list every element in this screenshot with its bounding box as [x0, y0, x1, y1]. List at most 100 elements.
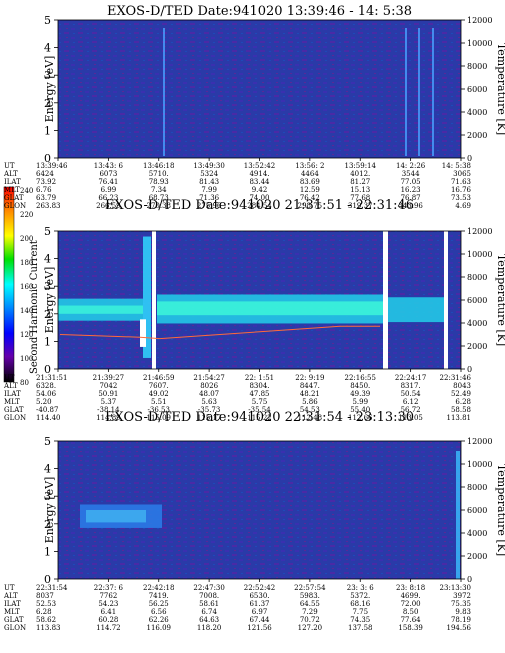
table-cell: 22:42:18 — [143, 584, 174, 592]
y2-tick-label: 6000 — [467, 506, 487, 515]
panel-1: EXOS-D/TED Date:941020 13:39:46 - 14: 5:… — [3, 4, 505, 210]
table-cell: 4914. — [249, 170, 269, 178]
table-cell: 7419. — [149, 592, 169, 600]
table-row-label: ILAT — [4, 600, 21, 608]
table-cell: 8.50 — [403, 608, 419, 616]
table-cell: 12.59 — [300, 186, 320, 194]
y-tick-label: 2 — [44, 518, 51, 531]
y2-tick-label: 6000 — [467, 85, 487, 94]
table-cell: 5.20 — [36, 398, 52, 406]
table-cell: 8037 — [36, 592, 54, 600]
table-cell: 113.83 — [36, 624, 61, 632]
table-cell: 21:31:51 — [36, 374, 67, 382]
colorbar-gradient — [3, 186, 15, 383]
table-cell: 63.79 — [36, 194, 56, 202]
panel-2: EXOS-D/TED Date:941020 21:31:51 - 22:31:… — [3, 198, 505, 422]
table-cell: 22:57:54 — [294, 584, 326, 592]
table-cell: 343.96 — [398, 202, 423, 210]
table-row-label: MLT — [4, 608, 20, 616]
table-cell: 54.53 — [300, 406, 320, 414]
y2-tick-label: 4000 — [467, 108, 487, 117]
table-cell: 113.05 — [398, 414, 423, 422]
table-cell: 9.83 — [455, 608, 471, 616]
table-cell: 22:16:55 — [345, 374, 376, 382]
table-cell: 54.23 — [98, 600, 118, 608]
y-axis-label: Energy [eV] — [43, 56, 56, 123]
table-cell: 23: 3: 6 — [347, 584, 375, 592]
table-cell: 8043 — [453, 382, 471, 390]
table-cell: 16.76 — [451, 186, 472, 194]
table-row-label: ALT — [3, 382, 18, 390]
table-cell: 7042 — [99, 382, 117, 390]
table-cell: 6.76 — [36, 186, 52, 194]
table-cell: 266.59 — [96, 202, 121, 210]
table-row-label: ILAT — [4, 390, 21, 398]
table-row-label: GLAT — [4, 194, 24, 202]
table-cell: 6.41 — [101, 608, 117, 616]
table-cell: 7.75 — [352, 608, 368, 616]
table-cell: 77.64 — [401, 616, 422, 624]
table-cell: 8026 — [200, 382, 218, 390]
y-tick-label: 5 — [44, 435, 51, 448]
table-cell: 23: 8:18 — [396, 584, 425, 592]
y-axis-label: Energy [eV] — [43, 477, 56, 544]
table-row-label: GLON — [4, 202, 26, 210]
y2-tick-label: 12000 — [467, 437, 492, 446]
table-cell: 270.38 — [147, 202, 172, 210]
table-cell: 13:39:46 — [36, 162, 68, 170]
heatmap-streak — [456, 451, 460, 579]
table-cell: 83.44 — [249, 178, 270, 186]
table-cell: 77.68 — [350, 194, 370, 202]
heatmap-streak — [163, 28, 165, 156]
table-cell: 8304. — [249, 382, 269, 390]
y2-tick-label: 10000 — [467, 250, 492, 259]
table-cell: 113.81 — [447, 414, 472, 422]
table-cell: 115.22 — [247, 414, 272, 422]
table-cell: 298.75 — [298, 202, 323, 210]
table-row-label: GLON — [4, 414, 26, 422]
y-tick-label: 5 — [44, 225, 51, 238]
table-cell: 5.99 — [352, 398, 368, 406]
table-cell: -35.54 — [248, 406, 271, 414]
table-cell: 4699. — [401, 592, 421, 600]
y2-tick-label: 10000 — [467, 39, 492, 48]
colorbar-tick-label: 80 — [20, 379, 29, 387]
colorbar-tick-label: 240 — [20, 187, 33, 195]
y2-tick-label: 4000 — [467, 529, 487, 538]
table-cell: 21:46:59 — [143, 374, 174, 382]
table-cell: 22:37: 6 — [94, 584, 124, 592]
y-tick-label: 1 — [44, 545, 51, 558]
y-tick-label: 4 — [44, 253, 51, 266]
table-cell: 83.69 — [300, 178, 320, 186]
table-cell: 13:52:42 — [244, 162, 275, 170]
table-cell: 8317. — [401, 382, 421, 390]
y-tick-label: 2 — [44, 97, 51, 110]
gap-marker — [140, 319, 146, 347]
table-cell: 127.20 — [298, 624, 323, 632]
table-cell: 49.39 — [350, 390, 370, 398]
table-cell: 73.53 — [451, 194, 471, 202]
y2-tick-label: 8000 — [467, 62, 487, 71]
y2-tick-label: 4000 — [467, 319, 487, 328]
heatmap-streak — [418, 28, 420, 156]
table-row-label: ALT — [3, 170, 18, 178]
table-cell: 7762 — [99, 592, 117, 600]
plasma-band-core — [157, 301, 383, 316]
table-cell: 68.73 — [149, 194, 169, 202]
y-tick-label: 3 — [44, 280, 51, 293]
table-cell: 319.37 — [348, 202, 373, 210]
table-cell: 22:24:17 — [395, 374, 426, 382]
table-cell: 4.69 — [455, 202, 471, 210]
table-cell: 74.35 — [350, 616, 370, 624]
table-cell: 48.21 — [300, 390, 320, 398]
table-cell: 22:52:42 — [244, 584, 275, 592]
table-cell: 50.91 — [98, 390, 118, 398]
table-cell: 6530. — [249, 592, 269, 600]
table-cell: 13:59:14 — [345, 162, 377, 170]
table-cell: 4012. — [350, 170, 370, 178]
table-cell: 275.96 — [197, 202, 222, 210]
table-cell: 50.54 — [401, 390, 422, 398]
table-cell: 66.23 — [98, 194, 118, 202]
table-cell: 23:13:30 — [440, 584, 471, 592]
table-cell: 13:46:18 — [143, 162, 174, 170]
